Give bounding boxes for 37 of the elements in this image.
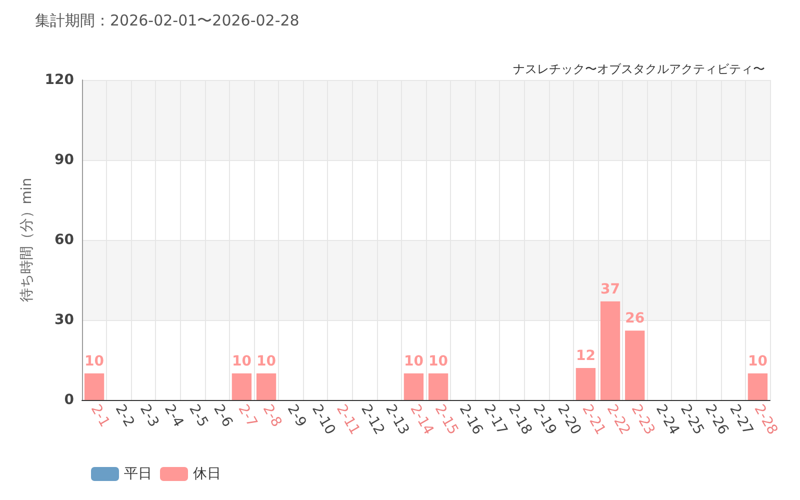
x-tick-label: 2-2 bbox=[112, 402, 138, 430]
bar bbox=[232, 373, 252, 400]
x-tick-label: 2-8 bbox=[259, 402, 285, 430]
data-label: 10 bbox=[232, 353, 252, 370]
chart-title: 集計期間：2026-02-01〜2026-02-28 bbox=[35, 12, 300, 30]
x-tick-label: 2-9 bbox=[284, 402, 310, 430]
data-label: 10 bbox=[428, 353, 448, 370]
bar bbox=[576, 368, 596, 400]
y-axis-title: 待ち時間（分）min bbox=[18, 178, 35, 302]
bar bbox=[428, 373, 448, 400]
x-tick-label: 2-7 bbox=[234, 402, 260, 430]
y-tick-label: 120 bbox=[44, 72, 74, 88]
x-tick-label: 2-5 bbox=[186, 402, 211, 430]
bar bbox=[625, 330, 645, 400]
legend-label: 平日 bbox=[124, 466, 152, 482]
data-label: 10 bbox=[404, 353, 424, 370]
data-label: 12 bbox=[576, 348, 596, 364]
chart-subtitle: ナスレチック〜オブスタクルアクティビティ〜 bbox=[513, 62, 765, 76]
data-label: 26 bbox=[625, 310, 645, 327]
bar bbox=[256, 373, 276, 400]
data-label: 10 bbox=[84, 353, 104, 370]
data-label: 10 bbox=[256, 353, 276, 370]
y-tick-label: 0 bbox=[64, 392, 74, 408]
bar bbox=[600, 301, 620, 400]
data-label: 37 bbox=[600, 281, 620, 298]
legend-label: 休日 bbox=[193, 466, 221, 482]
x-tick-label: 2-3 bbox=[136, 402, 162, 430]
x-tick-label: 2-4 bbox=[161, 402, 186, 430]
y-tick-label: 90 bbox=[54, 152, 74, 168]
x-tick-label: 2-1 bbox=[87, 402, 113, 430]
bar bbox=[404, 373, 424, 400]
bar bbox=[748, 373, 768, 400]
x-tick-label: 2-6 bbox=[210, 402, 236, 430]
y-tick-label: 30 bbox=[54, 312, 74, 328]
y-tick-label: 60 bbox=[54, 232, 74, 248]
bar bbox=[84, 373, 104, 400]
data-label: 10 bbox=[748, 353, 768, 370]
